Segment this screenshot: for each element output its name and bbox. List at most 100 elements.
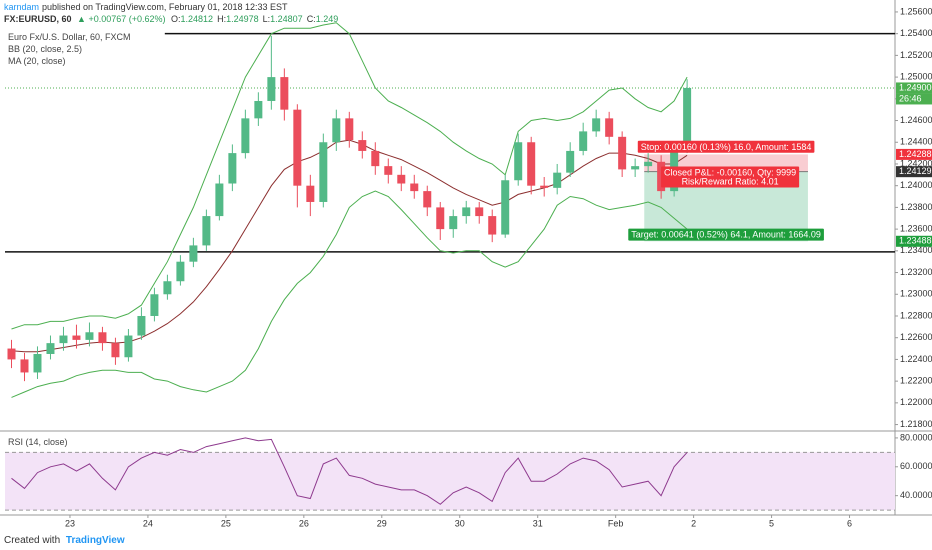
candle-body	[228, 153, 237, 184]
target-badge	[896, 235, 932, 247]
candle-body	[7, 348, 16, 360]
candle-body	[59, 335, 68, 344]
candle-body	[618, 136, 627, 170]
candle-body	[254, 100, 263, 119]
candle-body	[592, 118, 601, 132]
x-tick-label: 2	[691, 518, 696, 528]
published: published on TradingView.com, February 0…	[42, 2, 288, 12]
x-tick-label: 30	[455, 518, 465, 528]
y-tick-label: 1.22000	[900, 397, 932, 407]
candle-body	[488, 216, 497, 235]
candle-body	[566, 150, 575, 173]
candle-body	[293, 109, 302, 186]
candle-body	[462, 207, 471, 217]
candle-body	[98, 332, 107, 344]
x-tick-label: 23	[65, 518, 75, 528]
candle-body	[514, 142, 523, 181]
candle-body	[527, 142, 536, 186]
label-text: Target: 0.00641 (0.52%) 64.1, Amount: 16…	[631, 230, 821, 240]
legend-rsi: RSI (14, close)	[8, 437, 68, 447]
candle-body	[358, 140, 367, 151]
bollinger-upper	[11, 22, 688, 330]
legend-title: Euro Fx/U.S. Dollar, 60, FXCM	[8, 32, 131, 42]
y-tick-label: 1.24200	[900, 158, 932, 168]
y-tick-label: 1.24600	[900, 115, 932, 125]
candle-body	[644, 161, 653, 167]
position-label: Stop: 0.00160 (0.13%) 16.0, Amount: 1584	[637, 140, 815, 153]
ohlc-value: 1.24807	[270, 14, 303, 24]
candle-body	[111, 343, 120, 358]
target-label: 1.23488	[899, 236, 932, 246]
label-text: Risk/Reward Ratio: 4.01	[682, 177, 779, 187]
candle-body	[345, 118, 354, 141]
bollinger-lower	[11, 190, 688, 398]
candle-body	[553, 172, 562, 188]
candle-body	[319, 142, 328, 202]
rsi-y-tick-label: 60.0000	[900, 461, 932, 471]
candle-body	[85, 332, 94, 340]
x-tick-label: 29	[377, 518, 387, 528]
candle-body	[410, 183, 419, 192]
y-tick-label: 1.24000	[900, 180, 932, 190]
x-tick-label: 24	[143, 518, 153, 528]
entry-badge	[896, 166, 932, 178]
stop-label: 1.24288	[899, 149, 932, 159]
legend-ma: MA (20, close)	[8, 56, 66, 66]
y-tick-label: 1.21800	[900, 419, 932, 429]
candle-body	[202, 216, 211, 246]
ohlc-value: 1.24812	[180, 14, 214, 24]
label-box	[628, 228, 824, 241]
ohlc-key: H:	[217, 14, 227, 24]
candle-body	[72, 335, 81, 340]
x-tick-label: 25	[221, 518, 231, 528]
candle-body	[631, 166, 640, 170]
y-tick-label: 1.22600	[900, 332, 932, 342]
candle-body	[189, 245, 198, 262]
last-price-label: 1.24900	[899, 82, 932, 92]
rsi-line	[11, 437, 688, 505]
label-text: Stop: 0.00160 (0.13%) 16.0, Amount: 1584	[641, 142, 812, 152]
candle-body	[215, 183, 224, 217]
change: ▲ +0.00767 (+0.62%)	[77, 14, 166, 24]
candle-body	[540, 185, 549, 188]
x-tick-label: 6	[847, 518, 852, 528]
label-box	[661, 166, 800, 188]
x-tick-label: 5	[769, 518, 774, 528]
y-tick-label: 1.24400	[900, 137, 932, 147]
author[interactable]: karndam	[4, 2, 40, 12]
label-text: Closed P&L: -0.00160, Qty: 9999	[664, 168, 796, 178]
candle-body	[163, 281, 172, 295]
quote-line: FX:EURUSD, 60 ▲ +0.00767 (+0.62%) O:1.24…	[4, 14, 345, 24]
label-box	[637, 140, 815, 153]
candle-body	[306, 185, 315, 202]
ohlc-value: 1.24978	[226, 14, 259, 24]
legend-bb: BB (20, close, 2.5)	[8, 44, 83, 54]
candle-body	[241, 118, 250, 154]
candle-body	[397, 174, 406, 184]
candle-body	[683, 87, 692, 148]
candle-body	[605, 118, 614, 137]
candle-body	[449, 216, 458, 230]
rsi-y-tick-label: 40.0000	[900, 490, 932, 500]
rsi-band	[5, 452, 895, 511]
candle-body	[579, 131, 588, 151]
publish-line: karndam published on TradingView.com, Feb…	[4, 2, 291, 12]
ohlc-key: O:	[171, 14, 181, 24]
y-tick-label: 1.25000	[900, 71, 932, 81]
y-tick-label: 1.22400	[900, 354, 932, 364]
candle-body	[176, 261, 185, 282]
candle-body	[20, 359, 29, 373]
candle-body	[423, 191, 432, 208]
entry-label: 1.24129	[899, 166, 932, 176]
y-tick-label: 1.25600	[900, 6, 932, 16]
y-tick-label: 1.22800	[900, 310, 932, 320]
countdown-badge	[896, 93, 932, 105]
candle-body	[436, 207, 445, 230]
candle-body	[501, 180, 510, 235]
created: Created with	[4, 535, 61, 546]
x-tick-label: 26	[299, 518, 309, 528]
brand[interactable]: TradingView	[65, 535, 125, 546]
ohlc-value: 1.249	[315, 14, 339, 24]
candle-body	[46, 343, 55, 354]
